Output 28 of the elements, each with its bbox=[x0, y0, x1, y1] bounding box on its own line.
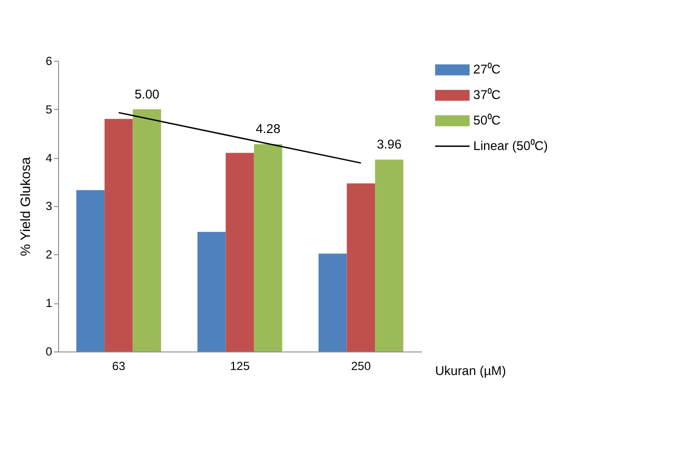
bar bbox=[254, 144, 282, 352]
y-tick-label: 1 bbox=[46, 296, 52, 310]
y-tick-label: 2 bbox=[46, 248, 52, 262]
legend-label: Linear (50⁰C) bbox=[473, 138, 548, 153]
legend-label: 50⁰C bbox=[473, 112, 501, 128]
bar bbox=[104, 118, 133, 352]
bar bbox=[318, 254, 347, 352]
y-tick-label: 4 bbox=[46, 150, 53, 165]
x-tick-label: 125 bbox=[230, 359, 250, 374]
data-label: 5.00 bbox=[134, 86, 160, 102]
y-tick-label: 5 bbox=[46, 102, 53, 116]
legend-label: 37⁰C bbox=[473, 86, 501, 102]
x-tick-label: 63 bbox=[112, 359, 126, 374]
bar bbox=[132, 109, 162, 352]
data-label: 4.28 bbox=[256, 121, 280, 136]
bar bbox=[76, 190, 105, 352]
x-axis-title: Ukuran (µM) bbox=[435, 363, 506, 378]
bar bbox=[197, 232, 226, 352]
y-axis-title: % Yield Glukosa bbox=[18, 156, 34, 256]
bar bbox=[375, 160, 404, 352]
bar bbox=[346, 183, 376, 352]
x-tick-label: 250 bbox=[351, 359, 372, 374]
y-tick-label: 3 bbox=[46, 199, 53, 214]
y-tick-label: 6 bbox=[46, 54, 53, 68]
bar bbox=[226, 152, 254, 352]
y-tick-label: 0 bbox=[46, 344, 53, 359]
data-label: 3.96 bbox=[376, 136, 402, 152]
legend-label: 27⁰C bbox=[473, 62, 501, 77]
